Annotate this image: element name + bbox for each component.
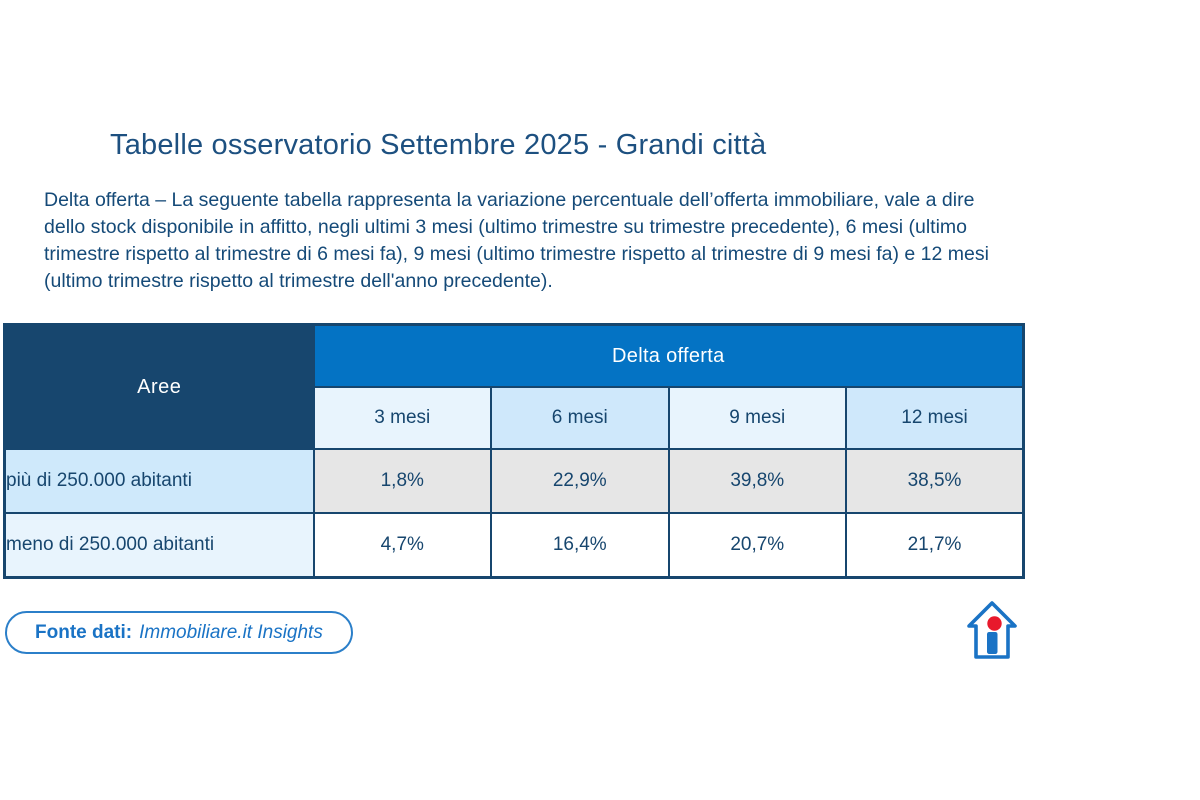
value-cell: 38,5% (845, 448, 1025, 514)
delta-offerta-table: Aree Delta offerta 3 mesi 6 mesi 9 mesi … (3, 323, 1026, 579)
source-name: Immobiliare.it Insights (139, 621, 323, 643)
row-label-meno-250000: meno di 250.000 abitanti (3, 512, 315, 579)
data-table: Aree Delta offerta 3 mesi 6 mesi 9 mesi … (3, 323, 1026, 579)
table-row: meno di 250.000 abitanti 4,7% 16,4% 20,7… (3, 512, 1025, 579)
value-cell: 4,7% (312, 512, 492, 579)
value-cell: 16,4% (490, 512, 670, 579)
value-cell: 21,7% (845, 512, 1025, 579)
source-label: Fonte dati: (35, 621, 133, 643)
column-header-row: 3 mesi 6 mesi 9 mesi 12 mesi (5, 386, 1025, 450)
value-cell: 20,7% (667, 512, 847, 579)
value-cell: 1,8% (312, 448, 492, 514)
column-header-9-mesi: 9 mesi (667, 386, 847, 450)
corner-header-aree: Aree (3, 323, 315, 450)
data-source-badge[interactable]: Fonte dati: Immobiliare.it Insights (5, 611, 353, 654)
immobiliare-house-icon (967, 601, 1017, 659)
row-label-piu-250000: più di 250.000 abitanti (3, 448, 315, 514)
column-header-3-mesi: 3 mesi (312, 386, 492, 450)
group-header-row: Aree Delta offerta (3, 323, 1025, 450)
group-header-delta-offerta: Delta offerta (312, 323, 1025, 388)
page-title: Tabelle osservatorio Settembre 2025 - Gr… (110, 129, 767, 161)
value-cell: 22,9% (490, 448, 670, 514)
column-header-12-mesi: 12 mesi (845, 386, 1025, 450)
table-row: più di 250.000 abitanti 1,8% 22,9% 39,8%… (3, 448, 1025, 514)
value-cell: 39,8% (667, 448, 847, 514)
column-header-6-mesi: 6 mesi (490, 386, 670, 450)
table-description: Delta offerta – La seguente tabella rapp… (44, 189, 989, 292)
